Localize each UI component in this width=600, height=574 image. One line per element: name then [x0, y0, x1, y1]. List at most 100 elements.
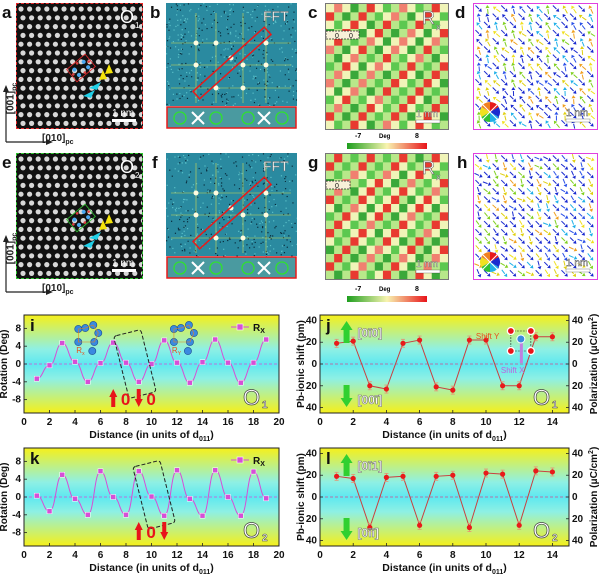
arrow-head: [513, 264, 517, 268]
noise-speck: [174, 168, 176, 170]
atom-column: [115, 235, 121, 241]
arrow-shaft: [482, 164, 488, 168]
arrow-shaft: [520, 252, 523, 258]
polarization-arrow-icon: [502, 195, 508, 204]
noise-speck: [180, 48, 183, 50]
arrow-head: [521, 240, 525, 244]
rotation-cell: [342, 187, 351, 196]
rotation-cell: [382, 162, 392, 171]
arrow-shaft: [588, 203, 592, 209]
atom-column: [113, 156, 119, 162]
arrow-shaft: [563, 260, 566, 266]
fft-image-o2: FFT: [166, 153, 297, 279]
rotation-cell: [407, 37, 416, 46]
rotation-cell: [334, 45, 343, 55]
arrow-head: [529, 248, 534, 253]
arrow-shaft: [561, 196, 566, 201]
polarization-arrow-icon: [493, 46, 499, 55]
arrow-head: [485, 87, 490, 91]
polarization-arrow-icon: [586, 171, 594, 179]
atom-column: [72, 120, 78, 126]
atom-column: [27, 112, 33, 118]
noise-speck: [179, 162, 181, 164]
arrow-head: [588, 13, 593, 18]
noise-speck: [218, 210, 220, 212]
arrow-shaft: [569, 163, 574, 168]
x-tick-label: 8: [450, 550, 456, 561]
noise-speck: [252, 182, 254, 184]
noise-speck: [230, 200, 233, 202]
noise-speck: [232, 200, 234, 202]
arrow-head: [538, 24, 543, 29]
noise-speck: [198, 46, 200, 48]
fft-selection-box: [191, 26, 273, 100]
noise-speck: [179, 229, 181, 231]
noise-speck: [286, 12, 288, 15]
polarization-arrow-icon: [491, 197, 500, 203]
arrow-shaft: [547, 74, 552, 79]
arrow-shaft: [504, 99, 508, 105]
arrow-shaft: [586, 245, 592, 250]
arrow-shaft: [538, 16, 543, 22]
polarization-arrow-icon: [569, 111, 577, 119]
arrow-head: [529, 8, 534, 12]
noise-speck: [248, 88, 250, 90]
arrow-shaft: [500, 262, 506, 267]
x-axis-title-sub: 011: [199, 569, 210, 574]
atom-column: [97, 182, 103, 188]
polarization-arrow-icon: [511, 87, 516, 97]
vector-field: 1 nm: [474, 154, 595, 278]
rotation-cell: [334, 187, 343, 196]
atom-column: [18, 244, 24, 250]
x-axis-title-sub: 011: [199, 436, 210, 443]
polarization-arrow-icon: [483, 95, 491, 103]
atom-column: [78, 94, 84, 100]
rotation-cell: [415, 20, 424, 30]
noise-speck: [186, 180, 188, 182]
noise-speck: [259, 104, 261, 106]
noise-speck: [187, 228, 189, 230]
arrow-shaft: [578, 5, 583, 10]
polarization-arrow-icon: [535, 245, 543, 253]
rotation-cell: [374, 204, 384, 213]
rotation-cell: [342, 54, 351, 63]
noise-speck: [169, 47, 172, 49]
arrow-shaft: [509, 95, 514, 100]
rotation-cell: [374, 120, 384, 129]
rotation-cell: [358, 220, 367, 230]
arrow-shaft: [569, 204, 574, 209]
noise-speck: [267, 157, 269, 159]
arrow-head: [495, 16, 500, 21]
arrow-head: [536, 14, 541, 18]
arrow-shaft: [542, 222, 548, 226]
arrow-shaft: [586, 237, 592, 242]
arrow-shaft: [513, 115, 517, 120]
polarization-arrow-icon: [502, 186, 508, 196]
rotation-cell: [431, 179, 441, 188]
polarization-arrow-icon: [476, 70, 482, 80]
rotation-cell: [423, 220, 433, 230]
noise-speck: [212, 217, 214, 219]
arrow-shaft: [530, 41, 534, 47]
arrow-head: [538, 73, 543, 78]
arrow-head: [537, 87, 542, 91]
atom-column: [44, 262, 50, 268]
arrow-head: [521, 191, 525, 195]
atom-column: [78, 156, 84, 162]
arrow-shaft: [587, 162, 592, 168]
arrow-shaft: [495, 8, 501, 13]
atom-column: [97, 32, 103, 38]
arrow-shaft: [528, 162, 532, 168]
noise-speck: [212, 44, 214, 46]
noise-speck: [197, 196, 199, 198]
y-tick-label: 0: [311, 359, 317, 370]
data-point: [466, 524, 472, 531]
polarization-arrow-icon: [509, 179, 517, 187]
noise-speck: [222, 188, 224, 190]
atom-column: [52, 24, 59, 30]
data-point: [516, 522, 522, 528]
arrow-head: [573, 247, 578, 252]
noise-speck: [190, 46, 192, 48]
arrow-head: [581, 8, 586, 12]
noise-speck: [246, 208, 249, 211]
